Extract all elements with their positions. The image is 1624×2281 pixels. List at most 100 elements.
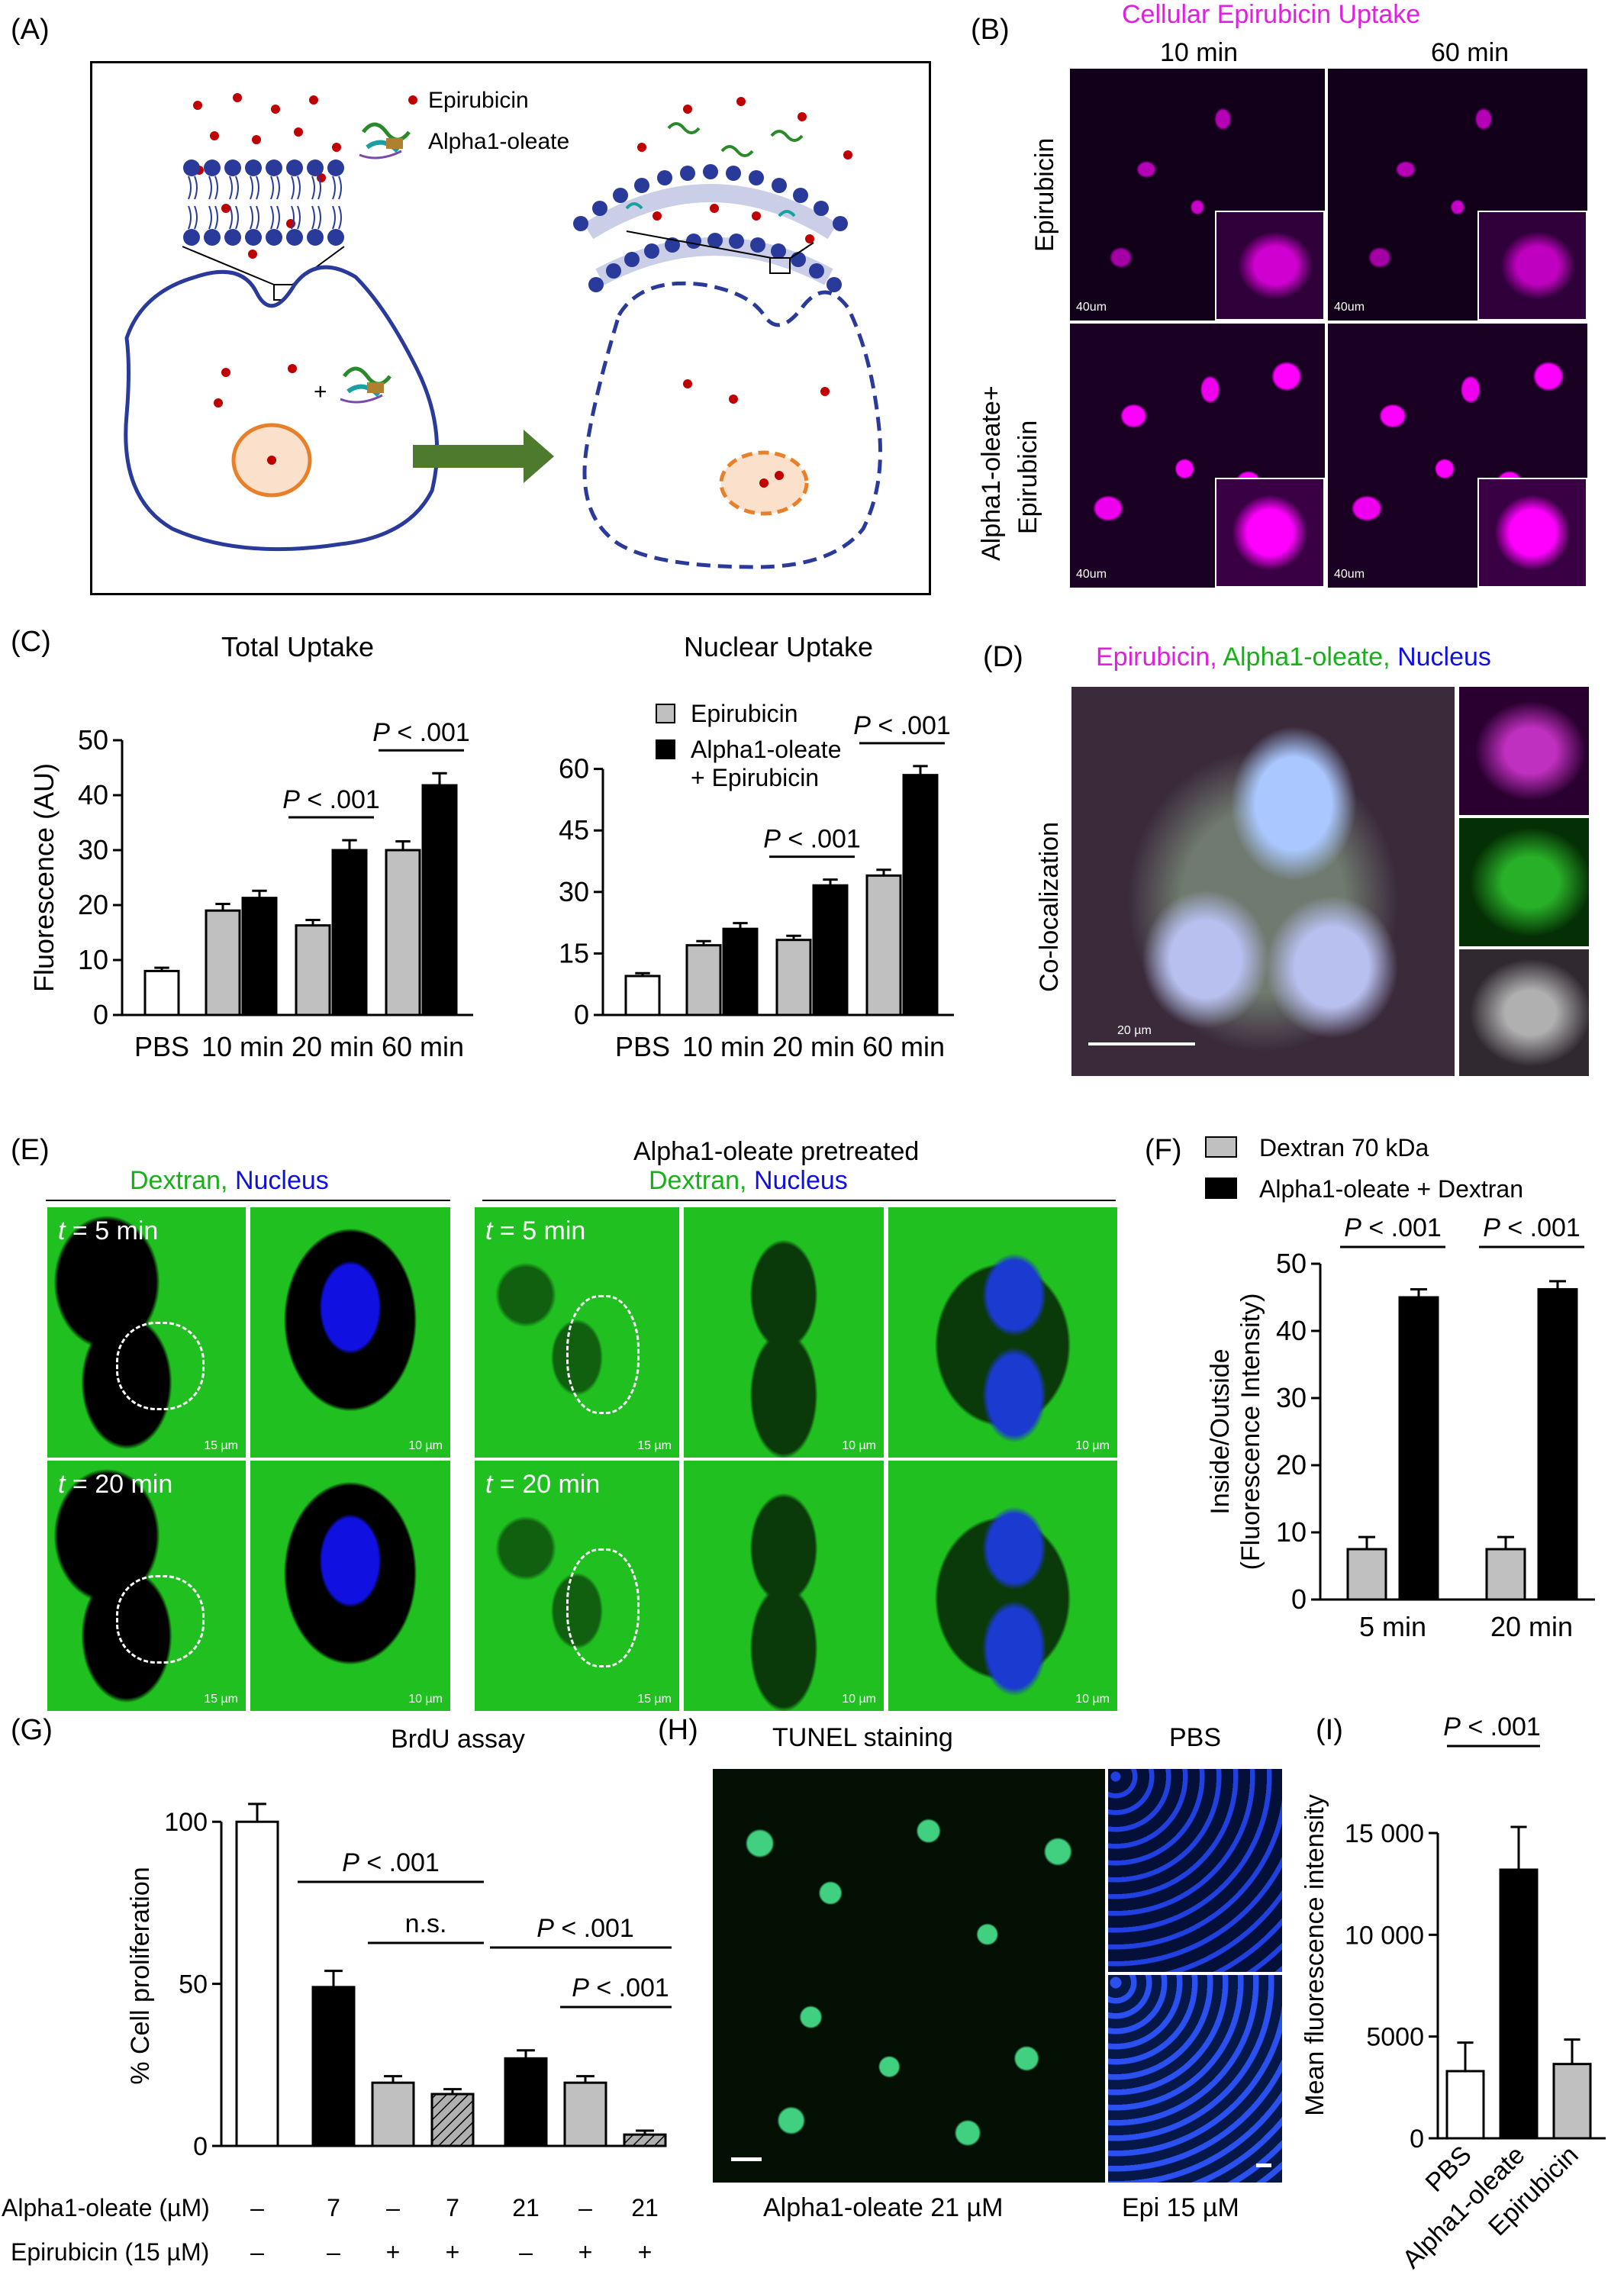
panel-b-row1: Epirubicin [1030,137,1059,252]
right-dextran: Dextran, [649,1166,747,1195]
y-axis-label: Fluorescence (AU) [28,763,60,992]
y-tick-label: 0 [1410,2125,1424,2154]
legend-epirubicin: Epirubicin [428,88,529,113]
panel-b-row2-line2: Epirubicin [1013,420,1042,534]
y-tick-label: 5000 [1366,2023,1424,2052]
row2-value: + [578,2238,593,2266]
scale-bar-label: 15 µm [637,1439,672,1452]
y-tick-label: 0 [574,999,589,1030]
y-tick-label: 40 [1276,1315,1307,1346]
bar [865,874,902,1016]
bar [143,969,180,1016]
panel-b-col2: 60 min [1431,38,1510,67]
chart-title: Total Uptake [221,631,374,662]
bar [331,849,368,1016]
y-tick-label: 0 [93,999,108,1030]
bar [812,884,849,1016]
row2-value: – [327,2238,340,2266]
row-label-epi: Epirubicin (15 µM) [11,2238,209,2266]
bar [311,1986,356,2147]
y-tick-label: 50 [78,724,108,756]
y-axis-label: Inside/Outside [1206,1348,1235,1514]
significance-label: P < .001 [1443,1712,1541,1741]
chart-title: BrdU assay [391,1725,525,1754]
x-tick-label: 10 min [201,1031,284,1062]
panel-label-b: (B) [971,14,1010,46]
scale-bar-label: 10 µm [408,1693,443,1706]
panel-e-right-title: Alpha1-oleate pretreated [633,1137,920,1166]
panel-d-side-label: Co-localization [1035,822,1064,992]
dextran-micrograph: 10 µm [250,1207,450,1458]
row2-value: – [250,2238,264,2266]
membrane-schematic: Epirubicin Alpha1-oleate [124,88,882,569]
tunel-alpha-image [713,1769,1105,2183]
coloc-merge-channel [1459,949,1589,1076]
y-tick-label: 45 [559,814,589,846]
row-label-alpha: Alpha1-oleate (µM) [2,2194,210,2221]
row1-value: – [386,2194,400,2221]
dextran-micrograph: 10 µm [684,1461,884,1711]
panel-label-c: (C) [11,626,51,658]
chart-f: 0 10 20 30 40 50 Dextran 70 kDa Alpha1-oleate +… [1205,1134,1595,1642]
bar [504,2057,548,2147]
scale-bar-label: 40um [1334,301,1365,314]
scale-bar-label: 40um [1076,568,1107,581]
dextran-micrograph: t = 5 min 15 µm [47,1207,246,1458]
x-tick-label: 20 min [292,1031,374,1062]
scale-bar-label: 10 µm [1075,1439,1110,1452]
bilayer-left [183,159,344,246]
bar [1346,1548,1387,1601]
tunel-pbs-image [1108,1769,1282,1972]
bar [1552,2063,1592,2140]
legend-alpha: Alpha1-oleate [428,129,569,154]
scale-bar-label: 40um [1076,301,1107,314]
y-tick-label: 100 [164,1808,208,1837]
y-axis-label: Mean fluorescence intensity [1300,1794,1329,2115]
y-tick-label: 40 [78,779,108,810]
time-label: t = 5 min [58,1216,159,1245]
significance-label: P < .001 [536,1914,634,1943]
bilayer-right [573,164,848,292]
chart-title: Nuclear Uptake [684,631,873,662]
y-axis-label-2: (Fluorescence Intensity) [1236,1294,1265,1571]
y-tick-label: 20 [78,889,108,920]
panel-label-a: (A) [11,14,50,46]
scale-bar-label: 15 µm [637,1693,672,1706]
panel-label-g: (G) [11,1714,53,1746]
dextran-micrograph: 10 µm [684,1207,884,1458]
green-arrow-icon [413,430,554,483]
panel-e-left-rule [46,1200,450,1201]
micrograph-combo-10min: 40um [1070,324,1325,588]
panel-label-h: (H) [658,1714,698,1746]
protein-icon-arrow [340,366,392,404]
left-nucleus: Nucleus [234,1166,329,1195]
panel-label-i: (I) [1316,1714,1343,1746]
chart-c: 0 10 20 30 40 50 Total Uptake Fluorescence (AU)… [28,631,954,1062]
legend-swatch [1205,1178,1237,1199]
cell-right [582,281,882,569]
legend-swatch [656,704,675,723]
dextran-micrograph: 10 µm [888,1461,1117,1711]
x-tick-label: 5 min [1359,1611,1426,1642]
bar [685,944,722,1016]
row1-value: 21 [512,2194,540,2221]
panel-b-title: Cellular Epirubicin Uptake [1122,0,1421,29]
y-tick-label: 50 [179,1970,208,1999]
x-tick-label: 10 min [682,1031,765,1062]
bar [235,1820,279,2147]
row1-value: 21 [631,2194,659,2221]
significance-label: n.s. [405,1909,447,1938]
row1-value: 7 [446,2194,459,2221]
row2-value: + [638,2238,652,2266]
coloc-alpha-channel [1459,818,1589,946]
row1-value: – [578,2194,592,2221]
panel-label-f: (F) [1145,1134,1182,1166]
title-epi: Epirubicin, [1096,643,1217,672]
y-tick-label: 20 [1276,1449,1307,1480]
row2-value: – [519,2238,533,2266]
y-tick-label: 15 000 [1345,1819,1424,1848]
panel-e-left-title: Dextran, Nucleus [130,1166,329,1196]
time-label: t = 20 min [58,1470,173,1499]
panel-e-right-subtitle: Dextran, Nucleus [649,1166,848,1196]
x-tick-label: PBS [615,1031,670,1062]
